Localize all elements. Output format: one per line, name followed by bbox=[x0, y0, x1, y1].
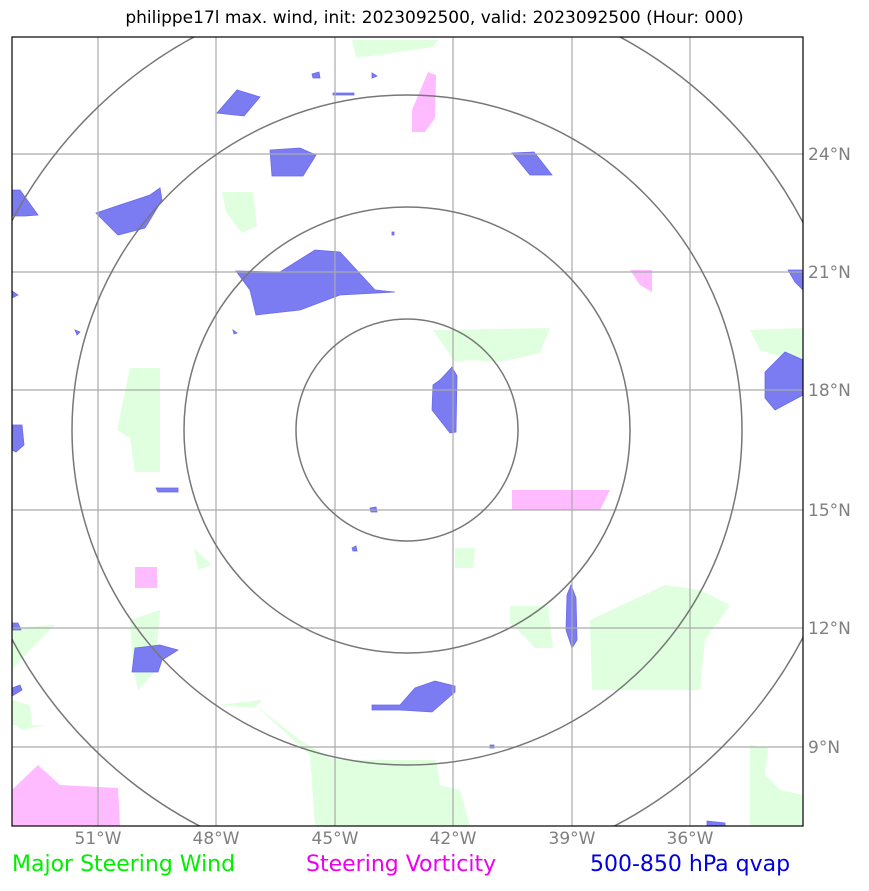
lon-label: 42°W bbox=[430, 829, 477, 849]
legend-qvap: 500-850 hPa qvap bbox=[590, 852, 791, 877]
range-rings bbox=[12, 37, 803, 826]
lat-label: 24°N bbox=[808, 145, 851, 165]
lat-label: 21°N bbox=[808, 263, 851, 283]
longitude-labels: 51°W 48°W 45°W 42°W 39°W 36°W bbox=[75, 829, 714, 849]
lat-label: 12°N bbox=[808, 619, 851, 639]
qvap-areas bbox=[12, 71, 803, 826]
lat-label: 18°N bbox=[808, 381, 851, 401]
map-frame bbox=[11, 36, 804, 827]
lon-label: 51°W bbox=[75, 829, 122, 849]
lon-label: 39°W bbox=[549, 829, 596, 849]
lon-label: 36°W bbox=[667, 829, 714, 849]
map-title: philippe17l max. wind, init: 2023092500,… bbox=[125, 8, 744, 28]
legend-steering-vorticity: Steering Vorticity bbox=[306, 852, 497, 877]
latitude-labels: 24°N 21°N 18°N 15°N 12°N 9°N bbox=[808, 145, 851, 758]
steering-vorticity-areas bbox=[12, 72, 652, 826]
graticule bbox=[12, 37, 803, 826]
lat-label: 15°N bbox=[808, 501, 851, 521]
legend-steering-wind: Major Steering Wind bbox=[12, 852, 236, 877]
lon-label: 45°W bbox=[312, 829, 359, 849]
lon-label: 48°W bbox=[193, 829, 240, 849]
lat-label: 9°N bbox=[808, 738, 840, 758]
map-content bbox=[12, 37, 803, 826]
steering-wind-areas bbox=[12, 40, 803, 826]
